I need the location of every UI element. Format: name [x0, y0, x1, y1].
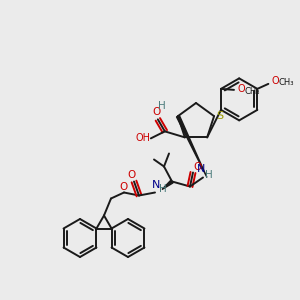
Text: N: N	[152, 179, 160, 190]
Text: O: O	[194, 163, 202, 172]
Text: O: O	[153, 107, 161, 117]
Text: CH₃: CH₃	[244, 87, 260, 96]
Text: H: H	[205, 169, 213, 179]
Text: O: O	[127, 169, 135, 179]
Text: S: S	[217, 111, 224, 121]
Text: CH₃: CH₃	[279, 78, 294, 87]
Text: H: H	[159, 184, 167, 194]
Text: H: H	[158, 101, 166, 111]
Polygon shape	[176, 116, 207, 178]
Text: N: N	[197, 164, 205, 175]
Text: OH: OH	[135, 134, 150, 143]
Polygon shape	[162, 180, 173, 190]
Text: O: O	[120, 182, 128, 191]
Text: O: O	[237, 84, 245, 94]
Text: O: O	[272, 76, 279, 86]
